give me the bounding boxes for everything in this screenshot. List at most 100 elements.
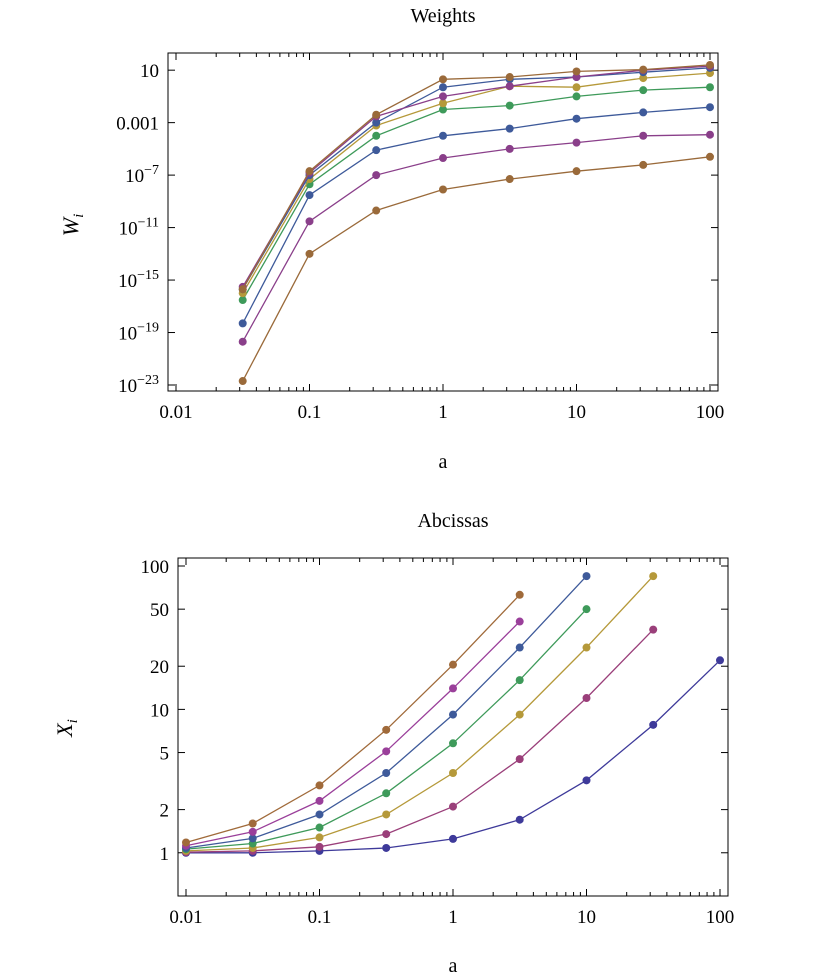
abcissas-x-tick-label: 0.01 <box>169 907 202 928</box>
weights-y-axis-label: Wi <box>58 214 87 237</box>
weights-series-8-point <box>572 67 581 76</box>
abcissas-series-2-point <box>315 833 324 842</box>
abcissas-series-5-point <box>515 617 524 626</box>
abcissas-series-6-point <box>515 590 524 599</box>
abcissas-series-2-line <box>185 575 654 852</box>
weights-chart: Weights 0.01 0.1 1 10 100 10−23 10−19 10−15 10−1… <box>58 5 724 473</box>
weights-x-tick-label: 100 <box>696 402 725 423</box>
abcissas-y-tick-label: 100 <box>141 557 170 578</box>
abcissas-series-1-line <box>185 629 654 853</box>
weights-x-tick-label: 1 <box>438 402 448 423</box>
abcissas-series-6-point <box>315 781 324 790</box>
weights-series-1-point <box>639 131 648 140</box>
weights-series-5-point <box>439 99 447 108</box>
abcissas-y-axis-label: Xi <box>52 719 81 738</box>
weights-series-0-point <box>238 377 247 386</box>
weights-series-0-point <box>706 152 714 161</box>
weights-series-1-point <box>706 130 714 139</box>
abcissas-series-5-point <box>382 747 391 756</box>
abcissas-series-0-point <box>382 843 391 852</box>
abcissas-y-tick-label: 10 <box>150 700 169 721</box>
weights-y-tick-label: 10 <box>140 61 159 82</box>
weights-y-label-sub: i <box>71 214 87 218</box>
abcissas-series-4-point <box>248 834 257 843</box>
weights-series-1-point <box>372 171 381 180</box>
weights-y-tick-label: 0.001 <box>116 114 159 135</box>
abcissas-series-0-point <box>582 776 591 785</box>
abcissas-series-3-point <box>382 789 391 798</box>
abcissas-chart-title: Abcissas <box>417 510 488 532</box>
weights-series-3-point <box>305 191 314 200</box>
abcissas-x-tick-label: 10 <box>577 907 596 928</box>
weights-series-4-point <box>572 92 581 101</box>
weights-series-3-point <box>505 124 514 133</box>
weights-series-3-point <box>238 319 247 328</box>
weights-series-4-point <box>706 83 714 92</box>
weights-series-1-point <box>505 144 514 153</box>
abcissas-x-tick-label: 1 <box>448 907 458 928</box>
weights-series-8-point <box>639 65 648 74</box>
abcissas-series-4-point <box>315 810 324 819</box>
abcissas-series-0-point <box>716 656 724 665</box>
abcissas-y-tick-label: 50 <box>150 600 169 621</box>
abcissas-series-1-point <box>315 842 324 851</box>
abcissas-axis-ticks: 0.01 0.1 1 10 100 1 2 5 10 20 50 100 <box>141 557 735 928</box>
abcissas-y-tick-label: 5 <box>160 744 170 765</box>
weights-series-6-point <box>372 118 381 127</box>
weights-series-1-point <box>305 217 314 226</box>
abcissas-series-5-point <box>449 684 457 693</box>
abcissas-series-0-point <box>649 720 658 729</box>
abcissas-series-4-point <box>582 572 591 581</box>
weights-series-3-point <box>706 103 714 112</box>
weights-series-8-point <box>439 75 447 84</box>
weights-series-4-line <box>242 86 711 301</box>
weights-series-1-point <box>238 337 247 346</box>
abcissas-x-axis-label: a <box>449 955 458 977</box>
abcissas-series-6-point <box>382 725 391 734</box>
abcissas-series-1-point <box>382 830 391 839</box>
weights-series-3-point <box>639 108 648 117</box>
abcissas-series-0-point <box>515 815 524 824</box>
abcissas-series-5-point <box>315 796 324 805</box>
abcissas-series-2-point <box>582 643 591 652</box>
weights-series-3-point <box>572 114 581 123</box>
weights-axis-ticks: 0.01 0.1 1 10 100 10−23 10−19 10−15 10−11 10−7 0.0… <box>116 53 724 423</box>
weights-series-7-point <box>439 92 447 101</box>
abcissas-series-3-point <box>515 676 524 685</box>
weights-y-tick-label: 10−11 <box>119 216 159 240</box>
weights-series-7-point <box>505 82 514 91</box>
weights-series-0-point <box>639 160 648 169</box>
abcissas-series-6-point <box>182 838 190 847</box>
weights-series-6-point <box>439 83 447 92</box>
abcissas-series-1-point <box>582 694 591 703</box>
weights-series-4-point <box>238 296 247 305</box>
weights-series-8-point <box>505 73 514 82</box>
weights-series-5-point <box>639 74 648 83</box>
weights-chart-title: Weights <box>410 5 475 27</box>
abcissas-chart: Abcissas 0.01 0.1 1 10 100 1 2 5 10 20 50 100 a Xi <box>52 510 734 977</box>
abcissas-series-1-point <box>649 625 658 634</box>
abcissas-series-2-point <box>515 710 524 719</box>
weights-series-5-line <box>242 72 711 294</box>
weights-series-1-point <box>439 154 447 163</box>
weights-series-3-point <box>439 131 447 140</box>
weights-y-tick-label: 10−23 <box>118 373 159 397</box>
weights-series-0-point <box>572 167 581 176</box>
abcissas-series-4-point <box>382 769 391 778</box>
abcissas-series-5-point <box>248 827 257 836</box>
weights-y-tick-label: 10−7 <box>125 163 159 187</box>
weights-series-5-point <box>572 83 581 92</box>
weights-series-0-point <box>305 249 314 258</box>
abcissas-series-1-point <box>449 802 457 811</box>
weights-series-1-line <box>242 134 711 343</box>
weights-series-4-point <box>372 131 381 140</box>
weights-series-8-point <box>706 60 714 69</box>
weights-y-tick-label: 10−15 <box>118 268 159 292</box>
abcissas-series-1-point <box>515 755 524 764</box>
abcissas-x-tick-label: 0.1 <box>308 907 332 928</box>
weights-series-8-line <box>242 64 711 290</box>
abcissas-series-2-point <box>649 572 658 581</box>
abcissas-y-tick-label: 2 <box>160 801 170 822</box>
abcissas-series-0-point <box>449 834 457 843</box>
weights-series-0-point <box>439 185 447 194</box>
